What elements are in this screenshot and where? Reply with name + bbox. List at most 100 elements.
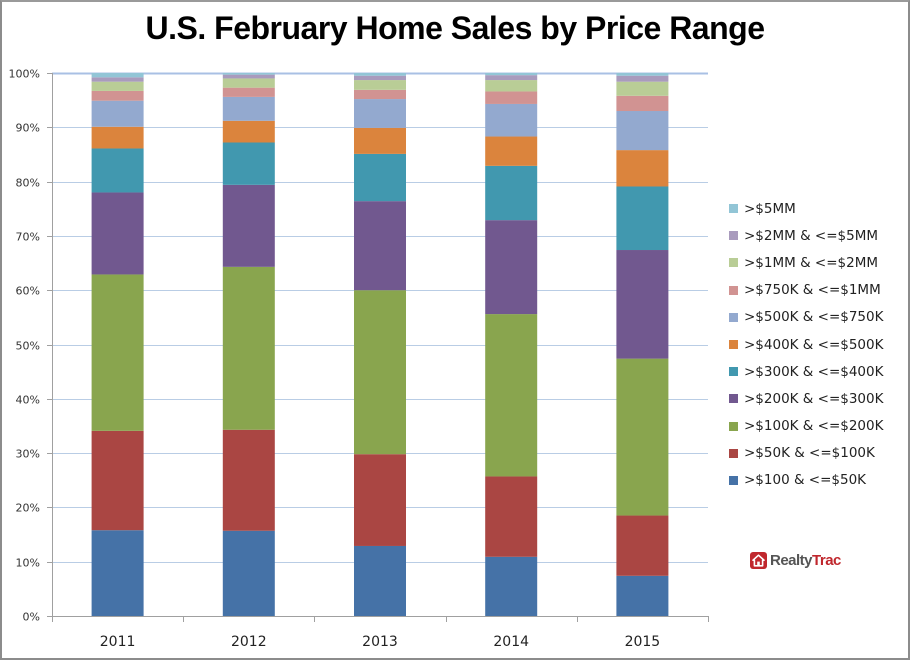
legend-swatch <box>729 204 738 214</box>
bar-segment <box>616 250 669 359</box>
bar-segment <box>354 545 406 616</box>
bar-segment <box>91 90 144 101</box>
bar-segment <box>616 73 669 76</box>
bar-segment <box>91 77 144 82</box>
bar-segment <box>485 91 538 104</box>
legend-swatch <box>729 475 738 485</box>
bar-segment <box>485 136 538 166</box>
legend-swatch <box>729 367 738 377</box>
bar-segment <box>616 186 669 251</box>
y-tick-label: 40% <box>16 394 40 407</box>
y-tick-label: 90% <box>16 122 40 135</box>
bar-segment <box>222 266 275 430</box>
x-tick-label: 2012 <box>231 634 267 650</box>
legend-label: >$5MM <box>744 200 796 217</box>
legend-swatch <box>729 421 738 431</box>
logo-text-trac: Trac <box>812 552 841 569</box>
legend-swatch <box>729 394 738 404</box>
legend-label: >$100 & <=$50K <box>744 472 867 489</box>
bar-segment <box>616 358 669 516</box>
bar-segment <box>485 314 538 477</box>
legend-label: >$300K & <=$400K <box>744 363 884 380</box>
legend-item: >$1MM & <=$2MM <box>729 249 904 276</box>
legend-swatch <box>729 340 738 350</box>
bars <box>91 73 669 616</box>
legend-swatch <box>729 448 738 458</box>
bar-segment <box>616 95 669 112</box>
bar-segment <box>222 73 275 75</box>
legend-item: >$100K & <=$200K <box>729 413 904 440</box>
legend-item: >$500K & <=$750K <box>729 304 904 331</box>
bar-segment <box>222 78 275 88</box>
bar-segment <box>616 575 669 616</box>
bar-segment <box>222 120 275 143</box>
bar-segment <box>91 192 144 275</box>
bar-segment <box>616 111 669 151</box>
bar-segment <box>354 89 406 100</box>
bar-segment <box>485 476 538 557</box>
legend-label: >$2MM & <=$5MM <box>744 227 878 244</box>
legend-item: >$5MM <box>729 195 904 222</box>
bar-segment <box>485 103 538 137</box>
legend-label: >$1MM & <=$2MM <box>744 254 878 271</box>
bar-segment <box>222 87 275 97</box>
y-tick-label: 60% <box>16 285 40 298</box>
legend-item: >$400K & <=$500K <box>729 331 904 358</box>
bar-segment <box>354 201 406 291</box>
y-tick-labels: 0% 10% 20% 30% 40% 50% 60% 70% 80% 90% 100% <box>9 68 40 624</box>
y-tick-label: 70% <box>16 231 40 244</box>
bar-segment <box>91 100 144 127</box>
y-tick-label: 100% <box>9 68 40 81</box>
bar-segment <box>91 530 144 616</box>
bar-segment <box>354 99 406 128</box>
legend-swatch <box>729 312 738 322</box>
realtytrac-logo: RealtyTrac <box>750 552 841 569</box>
bar-segment <box>354 454 406 546</box>
legend-swatch <box>729 285 738 295</box>
legend-item: >$750K & <=$1MM <box>729 277 904 304</box>
legend-item: >$2MM & <=$5MM <box>729 222 904 249</box>
house-icon <box>750 552 767 569</box>
bar-segment <box>91 148 144 193</box>
x-tick-label: 2014 <box>493 634 529 650</box>
x-tick-label: 2015 <box>625 634 661 650</box>
bar-segment <box>616 81 669 96</box>
x-tick-labels: 2011 2012 2013 2014 2015 <box>100 634 660 650</box>
bar-segment <box>485 80 538 92</box>
bar-segment <box>91 430 144 531</box>
x-tick-label: 2011 <box>100 634 136 650</box>
legend: >$5MM >$2MM & <=$5MM >$1MM & <=$2MM >$750K … <box>729 195 904 494</box>
legend-swatch <box>729 258 738 268</box>
y-tick-label: 10% <box>16 557 40 570</box>
bar-segment <box>222 530 275 616</box>
axes <box>47 73 709 622</box>
y-tick-label: 50% <box>16 340 40 353</box>
bar-segment <box>222 184 275 267</box>
y-tick-label: 80% <box>16 177 40 190</box>
y-tick-label: 30% <box>16 448 40 461</box>
legend-item: >$300K & <=$400K <box>729 358 904 385</box>
bar-segment <box>354 127 406 154</box>
bar-segment <box>485 73 538 76</box>
bar-segment <box>354 75 406 81</box>
legend-label: >$400K & <=$500K <box>744 336 884 353</box>
bar-segment <box>222 96 275 121</box>
bar-segment <box>354 73 406 76</box>
bar-segment <box>354 290 406 455</box>
bar-segment <box>222 142 275 185</box>
bar-segment <box>485 75 538 81</box>
legend-item: >$200K & <=$300K <box>729 385 904 412</box>
x-tick-label: 2013 <box>362 634 398 650</box>
bar-segment <box>616 515 669 576</box>
y-tick-label: 20% <box>16 502 40 515</box>
bar-segment <box>485 220 538 315</box>
legend-label: >$200K & <=$300K <box>744 390 884 407</box>
bar-segment <box>222 74 275 79</box>
bar-segment <box>616 75 669 82</box>
logo-text-realty: Realty <box>770 552 813 569</box>
bar-segment <box>485 556 538 616</box>
y-tick-label: 0% <box>23 611 40 624</box>
legend-item: >$100 & <=$50K <box>729 467 904 494</box>
